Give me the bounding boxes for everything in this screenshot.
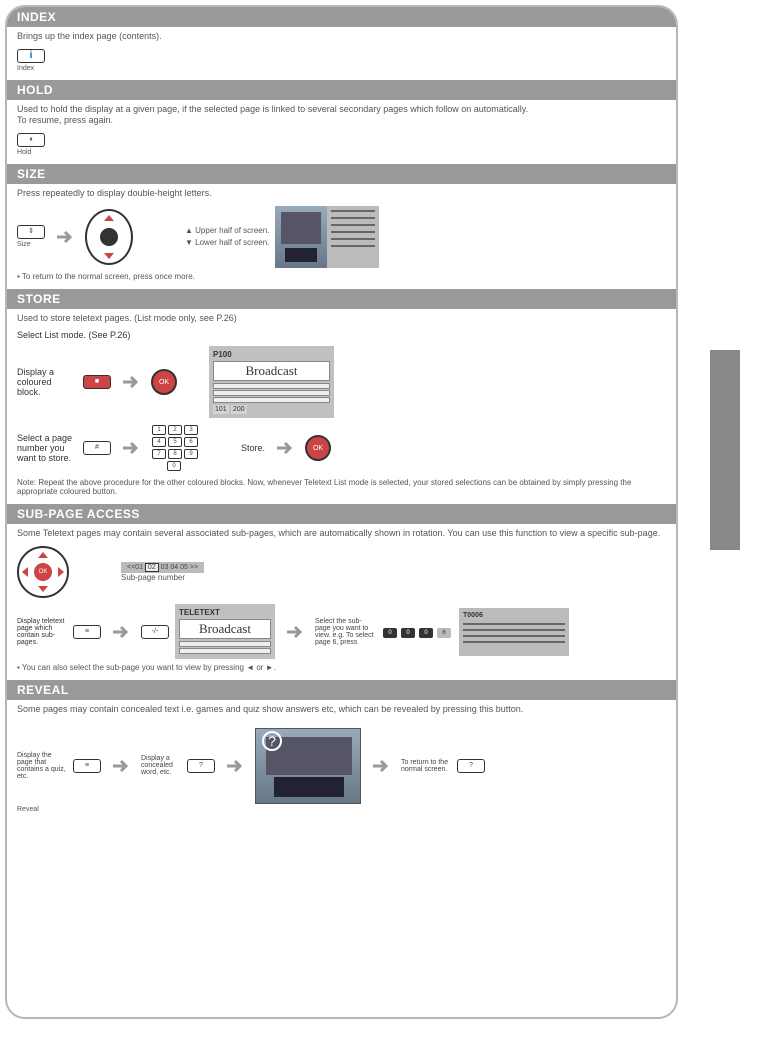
sub-flow2: Select the sub-page you want to view. e.… [315, 618, 375, 646]
colour-button-icon[interactable]: ■ [83, 375, 111, 389]
hold-desc2: To resume, press again. [17, 115, 666, 127]
teletext-button-icon[interactable]: ≡ [73, 759, 101, 773]
arrow-icon [111, 622, 131, 642]
section-hold: Used to hold the display at a given page… [7, 100, 676, 164]
store-note: Note: Repeat the above procedure for the… [17, 478, 666, 496]
reveal-button-icon[interactable]: ? [187, 759, 215, 773]
arrow-icon [225, 756, 245, 776]
reveal-step1: Display the page that contains a quiz, e… [17, 752, 67, 780]
arrow-icon [121, 438, 141, 458]
section-reveal: Some pages may contain concealed text i.… [7, 700, 676, 821]
reveal-desc: Some pages may contain concealed text i.… [17, 704, 666, 716]
index-desc: Brings up the index page (contents). [17, 31, 666, 43]
dpad-updown[interactable] [85, 209, 133, 265]
hold-btn-label: Hold [17, 149, 666, 156]
sub-desc: Some Teletext pages may contain several … [17, 528, 666, 540]
section-header-index: INDEX [7, 7, 676, 27]
teletext-mock-sub: TELETEXT Broadcast [175, 604, 275, 659]
dpad-full[interactable]: OK [17, 546, 69, 598]
hold-desc: Used to hold the display at a given page… [17, 104, 666, 116]
section-subpage: Some Teletext pages may contain several … [7, 524, 676, 680]
sub-flow1: Display teletext page which contain sub-… [17, 618, 67, 646]
section-header-subpage: SUB-PAGE ACCESS [7, 504, 676, 524]
store-step2: Display a coloured block. [17, 367, 77, 397]
section-header-hold: HOLD [7, 80, 676, 100]
size-desc: Press repeatedly to display double-heigh… [17, 188, 666, 200]
size-button-icon[interactable]: ⇕ [17, 225, 45, 239]
reveal-step3: To return to the normal screen. [401, 759, 451, 773]
teletext-mock-store: P100 Broadcast 101 200 [209, 346, 334, 418]
section-index: Brings up the index page (contents). Ind… [7, 27, 676, 80]
index-button-icon[interactable] [17, 49, 45, 63]
subpage-result: T0006 [459, 608, 569, 656]
preview-split [275, 206, 385, 268]
reveal-btn-label: Reveal [17, 806, 666, 813]
manual-page: INDEX Brings up the index page (contents… [5, 5, 678, 1019]
arrow-icon [111, 756, 131, 776]
section-size: Press repeatedly to display double-heigh… [7, 184, 676, 289]
store-step3: Select a page number you want to store. [17, 433, 77, 463]
subpage-note: Sub-page number [121, 573, 204, 582]
number-button-icon[interactable]: # [83, 441, 111, 455]
arrow-icon [371, 756, 391, 776]
arrow-icon [121, 372, 141, 392]
section-header-reveal: REVEAL [7, 680, 676, 700]
sub-move-note: ▪ You can also select the sub-page you w… [17, 663, 666, 672]
store-desc: Used to store teletext pages. (List mode… [17, 313, 666, 325]
hold-button-icon[interactable]: ⏸ [17, 133, 45, 147]
size-note-normal: ▪ To return to the normal screen, press … [17, 272, 666, 281]
subpage-bar: <<01 02 03 04 05 >> [121, 562, 204, 573]
subpage-button-icon[interactable]: -/- [141, 625, 169, 639]
arrow-icon [275, 438, 295, 458]
section-store: Used to store teletext pages. (List mode… [7, 309, 676, 505]
index-btn-label: Index [17, 65, 666, 72]
numeric-keypad[interactable]: 123 456 789 0 [151, 424, 199, 472]
size-btn-label: Size [17, 241, 45, 248]
ok-button-icon[interactable]: OK [305, 435, 331, 461]
quiz-screen: ? [255, 728, 361, 804]
reveal-button-icon[interactable]: ? [457, 759, 485, 773]
size-note-up: ▲ Upper half of screen. [185, 225, 269, 237]
ok-button-icon[interactable]: OK [151, 369, 177, 395]
section-header-size: SIZE [7, 164, 676, 184]
reveal-step2: Display a concealed word, etc. [141, 755, 181, 776]
arrow-icon [55, 227, 75, 247]
store-step1: Select List mode. (See P.26) [17, 330, 666, 340]
section-header-store: STORE [7, 289, 676, 309]
size-note-down: ▼ Lower half of screen. [185, 237, 269, 249]
page-side-tab [710, 350, 740, 550]
arrow-icon [285, 622, 305, 642]
subpage-entry[interactable]: 0006 [381, 626, 453, 638]
store-step4: Store. [241, 443, 265, 453]
teletext-button-icon[interactable]: ≡ [73, 625, 101, 639]
